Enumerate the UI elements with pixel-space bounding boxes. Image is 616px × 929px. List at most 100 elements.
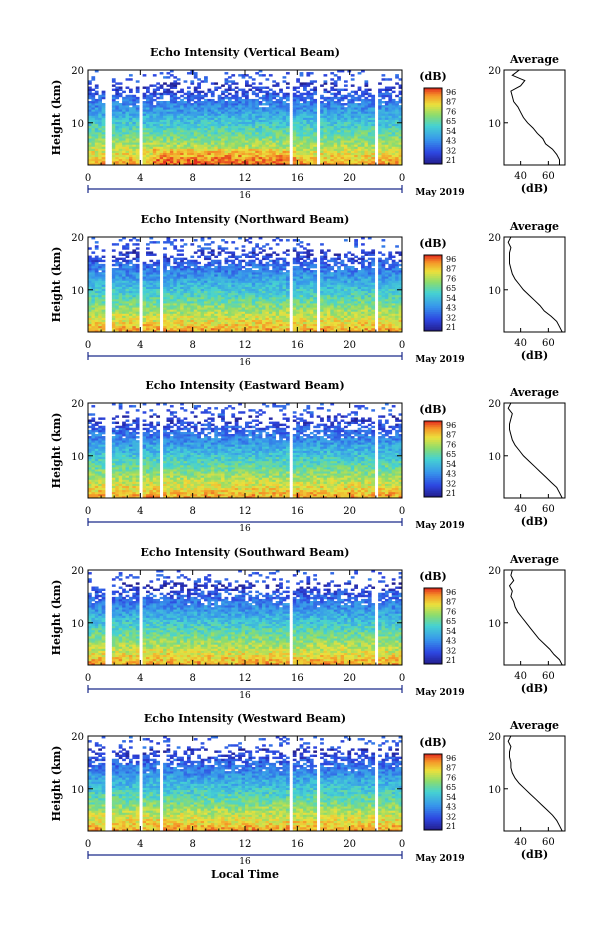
heatmap-cell [132, 129, 137, 133]
heatmap-cell [91, 152, 96, 156]
heatmap-cell [330, 111, 335, 114]
heatmap-cell [169, 146, 174, 149]
heatmap-cell [180, 162, 184, 166]
heatmap-cell [323, 160, 328, 164]
heatmap-cell [330, 160, 335, 164]
heatmap-cell [255, 105, 259, 108]
heatmap-cell [118, 154, 123, 158]
heatmap-cell [275, 121, 280, 125]
heatmap-cell [238, 292, 242, 296]
heatmap-cell [234, 278, 239, 281]
heatmap-cell [149, 284, 154, 287]
heatmap-cell [251, 276, 256, 279]
heatmap-cell [326, 113, 331, 116]
heatmap-cell [146, 148, 150, 151]
heatmap-cell [173, 261, 178, 265]
heatmap-cell [163, 105, 167, 108]
heatmap-cell [251, 270, 256, 273]
heatmap-cell [296, 131, 300, 135]
heatmap-cell [241, 121, 246, 125]
heatmap-cell [91, 162, 96, 166]
heatmap-cell [238, 127, 242, 131]
heatmap-cell [210, 325, 215, 329]
heatmap-cell [227, 270, 232, 273]
heatmap-cell [163, 113, 167, 116]
heatmap-cell [159, 72, 164, 75]
heatmap-cell [132, 274, 137, 277]
heatmap-cell [94, 265, 99, 269]
heatmap-cell [135, 146, 140, 149]
heatmap-cell [125, 251, 130, 254]
heatmap-cell [221, 129, 225, 133]
heatmap-cell [152, 319, 157, 323]
heatmap-cell [381, 154, 386, 158]
heatmap-cell [282, 96, 287, 100]
heatmap-cell [251, 329, 256, 333]
heatmap-cell [146, 158, 150, 162]
heatmap-cell [248, 319, 253, 323]
heatmap-cell [115, 160, 120, 164]
heatmap-cell [125, 253, 130, 256]
heatmap-cell [371, 121, 376, 125]
heatmap-cell [125, 134, 130, 137]
heatmap-cell [347, 98, 352, 102]
heatmap-cell [255, 138, 259, 141]
heatmap-cell [292, 107, 297, 110]
heatmap-cell [132, 290, 137, 294]
heatmap-cell [398, 146, 403, 149]
heatmap-cell [234, 265, 239, 269]
heatmap-cell [149, 148, 154, 151]
heatmap-cell [303, 152, 307, 156]
heatmap-cell [173, 154, 178, 158]
heatmap-cell [98, 267, 102, 271]
heatmap-cell [169, 298, 174, 302]
heatmap-cell [234, 92, 239, 96]
heatmap-cell [180, 121, 184, 125]
heatmap-cell [238, 144, 242, 147]
heatmap-cell [303, 86, 307, 89]
heatmap-cell [111, 115, 116, 118]
heatmap-cell [101, 117, 106, 120]
heatmap-cell [272, 109, 277, 112]
heatmap-cell [245, 261, 249, 265]
heatmap-cell [88, 323, 92, 327]
heatmap-cell [268, 140, 273, 143]
heatmap-cell [350, 78, 355, 81]
heatmap-cell [354, 117, 358, 120]
heatmap-cell [142, 142, 147, 145]
heatmap-cell [135, 115, 140, 118]
heatmap-cell [115, 286, 120, 289]
heatmap-cell [180, 278, 184, 281]
heatmap-cell [378, 125, 382, 129]
heatmap-cell [299, 129, 304, 133]
heatmap-cell [320, 148, 324, 151]
heatmap-cell [132, 301, 137, 304]
heatmap-cell [262, 129, 266, 133]
heatmap-cell [347, 144, 352, 147]
heatmap-cell [173, 121, 178, 125]
heatmap-cell [343, 117, 348, 120]
heatmap-cell [197, 313, 201, 316]
heatmap-cell [343, 136, 348, 139]
heatmap-cell [88, 329, 92, 333]
heatmap-cell [255, 323, 259, 327]
heatmap-cell [91, 123, 96, 127]
heatmap-cell [98, 148, 102, 151]
heatmap-cell [166, 123, 171, 127]
heatmap-cell [176, 309, 181, 312]
heatmap-cell [149, 131, 154, 135]
heatmap-cell [135, 140, 140, 143]
heatmap-cell [149, 121, 154, 125]
heatmap-cell [330, 125, 335, 129]
heatmap-cell [210, 307, 215, 310]
heatmap-cell [227, 88, 232, 92]
heatmap-cell [221, 290, 225, 294]
heatmap-cell [357, 150, 362, 153]
heatmap-cell [285, 113, 290, 116]
average-frame [503, 69, 566, 166]
heatmap-cell [125, 292, 130, 296]
heatmap-cell [186, 119, 191, 122]
heatmap-cell [156, 148, 161, 151]
heatmap-cell [132, 267, 137, 271]
heatmap-cell [125, 327, 130, 331]
